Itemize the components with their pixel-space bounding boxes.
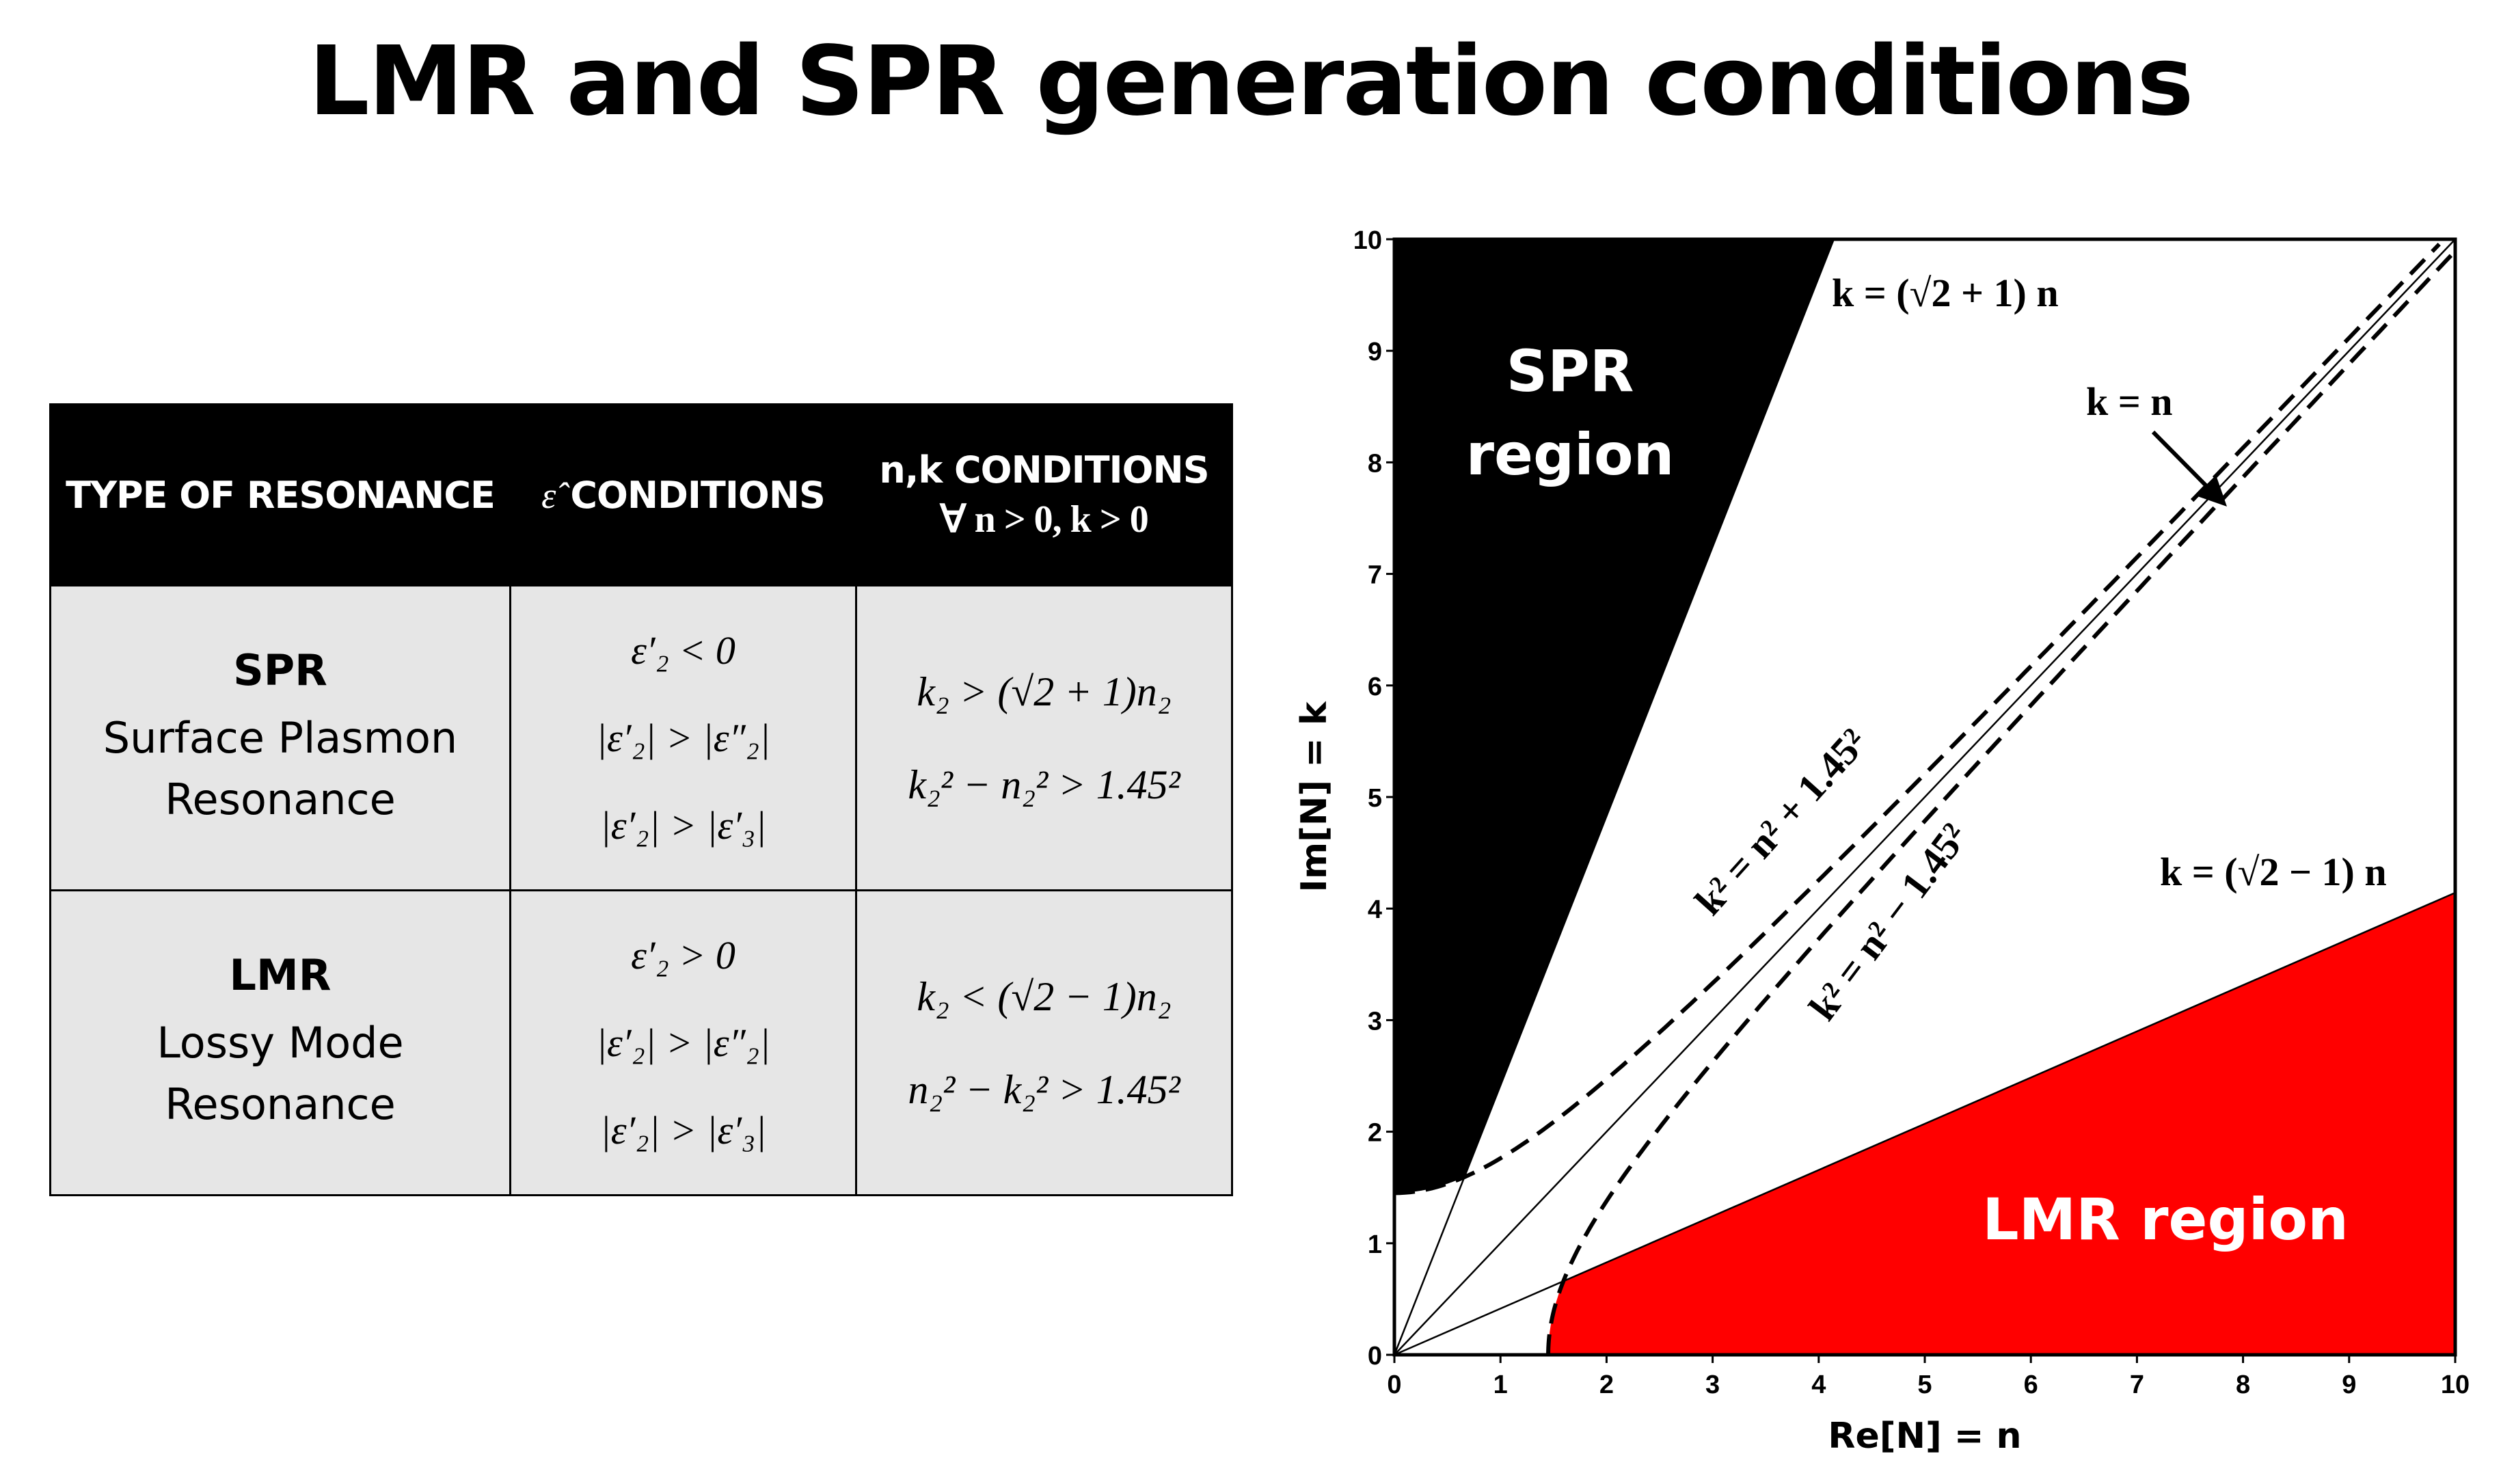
- y-tick-label: 2: [1368, 1119, 1382, 1148]
- row-desc-1: Surface Plasmon: [103, 713, 458, 763]
- annotation-k-equals-n: k = n: [2086, 379, 2173, 424]
- x-tick-label: 3: [1705, 1371, 1720, 1399]
- table-row-lmr: LMR Lossy Mode Resonance ε′₂ > 0 |ε′₂| >…: [49, 889, 1233, 1196]
- spr-region: [1394, 239, 1834, 1193]
- epsilon-hat-symbol: ε̂: [541, 474, 556, 516]
- spr-region-label-line1: SPR: [1506, 338, 1634, 405]
- pointer-arrow-shaft: [2151, 430, 2213, 493]
- x-tick-label: 9: [2342, 1371, 2356, 1399]
- row-desc-2: Resonance: [165, 774, 396, 824]
- y-tick-label: 0: [1368, 1342, 1382, 1371]
- chart-lines: [1393, 239, 2456, 1356]
- header-nk-label: n,k CONDITIONS: [879, 448, 1209, 491]
- x-tick-label: 2: [1599, 1371, 1614, 1399]
- header-nk-sub: ∀ n > 0, k > 0: [940, 498, 1148, 541]
- nk-condition: k₂ < (√2 − 1)n₂: [917, 973, 1172, 1019]
- x-axis-label: Re[N] = n: [1828, 1416, 2021, 1457]
- annotation-hyperbola-plus: k² = n² + 1.45²: [1686, 720, 1876, 923]
- cell-spr-nk: k₂ > (√2 + 1)n₂ k₂² − n₂² > 1.45²: [855, 584, 1233, 891]
- resonance-conditions-table: TYPE OF RESONANCE ε̂ CONDITIONS n,k CONDI…: [49, 403, 1233, 1196]
- y-tick-label: 7: [1368, 561, 1382, 590]
- x-tick-label: 6: [2024, 1371, 2038, 1399]
- y-tick-label: 10: [1353, 226, 1382, 255]
- line-sqrt2-plus-1: [1393, 239, 1835, 1355]
- y-tick-label: 6: [1368, 673, 1382, 701]
- eps-condition: |ε′₂| > |ε″₂|: [596, 1020, 770, 1065]
- header-nk-conditions: n,k CONDITIONS ∀ n > 0, k > 0: [855, 403, 1233, 586]
- page-title: LMR and SPR generation conditions: [308, 26, 2193, 137]
- hyperbola-minus: [1546, 252, 2454, 1355]
- cell-spr-type: SPR Surface Plasmon Resonance: [49, 584, 511, 891]
- cell-lmr-nk: k₂ < (√2 − 1)n₂ n₂² − k₂² > 1.45²: [855, 889, 1233, 1196]
- y-tick-label: 5: [1368, 784, 1382, 813]
- x-tick-label: 10: [2441, 1371, 2470, 1399]
- y-tick-label: 1: [1368, 1230, 1382, 1259]
- spr-region-label-line2: region: [1466, 421, 1675, 488]
- annotation-sqrt2-plus-1: k = (√2 + 1) n: [1832, 271, 2059, 315]
- row-name: SPR: [233, 645, 327, 695]
- eps-condition: ε′₂ < 0: [631, 628, 735, 673]
- eps-condition: |ε′₂| > |ε′₃|: [599, 802, 767, 848]
- pointer-arrow-head: [2195, 475, 2227, 507]
- line-k-equals-n: [1394, 239, 2456, 1355]
- row-name: LMR: [229, 950, 332, 1000]
- x-tick-label: 4: [1811, 1371, 1826, 1399]
- lmr-region: [1548, 893, 2455, 1355]
- eps-condition: |ε′₂| > |ε′₃|: [599, 1107, 767, 1152]
- hyperbola-plus: [1394, 243, 2441, 1196]
- cell-lmr-eps: ε′₂ > 0 |ε′₂| > |ε″₂| |ε′₂| > |ε′₃|: [509, 889, 857, 1196]
- eps-condition: |ε′₂| > |ε″₂|: [596, 715, 770, 760]
- x-tick-label: 8: [2236, 1371, 2250, 1399]
- y-tick-label: 4: [1368, 895, 1382, 924]
- nk-condition: k₂² − n₂² > 1.45²: [908, 761, 1180, 807]
- nk-condition: k₂ > (√2 + 1)n₂: [917, 669, 1172, 714]
- table-header-row: TYPE OF RESONANCE ε̂ CONDITIONS n,k CONDI…: [49, 403, 1233, 586]
- row-desc-1: Lossy Mode: [157, 1018, 404, 1068]
- cell-lmr-type: LMR Lossy Mode Resonance: [49, 889, 511, 1196]
- header-type: TYPE OF RESONANCE: [49, 403, 511, 586]
- cell-spr-eps: ε′₂ < 0 |ε′₂| > |ε″₂| |ε′₂| > |ε′₃|: [509, 584, 857, 891]
- table-row-spr: SPR Surface Plasmon Resonance ε′₂ < 0 |ε…: [49, 584, 1233, 891]
- row-desc-2: Resonance: [165, 1079, 396, 1129]
- x-tick-label: 0: [1387, 1371, 1401, 1399]
- y-tick-label: 8: [1368, 449, 1382, 478]
- chart-regions: [1394, 239, 2455, 1355]
- eps-condition: ε′₂ > 0: [631, 932, 735, 977]
- axis-ticks: 0 1 2 3 4 5 6 7 8 9 10 0 1 2 3 4 5 6 7 8 9 10: [1353, 226, 2470, 1399]
- y-tick-label: 9: [1368, 338, 1382, 366]
- header-eps-conditions: ε̂ CONDITIONS: [509, 403, 857, 586]
- lmr-region-label: LMR region: [1982, 1186, 2349, 1253]
- y-tick-label: 3: [1368, 1007, 1382, 1036]
- x-tick-label: 5: [1917, 1371, 1932, 1399]
- annotation-sqrt2-minus-1: k = (√2 − 1) n: [2160, 850, 2387, 894]
- annotation-hyperbola-minus: k² = n² − 1.45²: [1800, 815, 1976, 1028]
- line-sqrt2-minus-1: [1394, 891, 2456, 1356]
- nk-condition: n₂² − k₂² > 1.45²: [908, 1066, 1180, 1112]
- header-eps-label: CONDITIONS: [570, 473, 826, 517]
- x-tick-label: 7: [2130, 1371, 2144, 1399]
- y-axis-label: Im[N] = k: [1294, 701, 1335, 892]
- x-tick-label: 1: [1493, 1371, 1508, 1399]
